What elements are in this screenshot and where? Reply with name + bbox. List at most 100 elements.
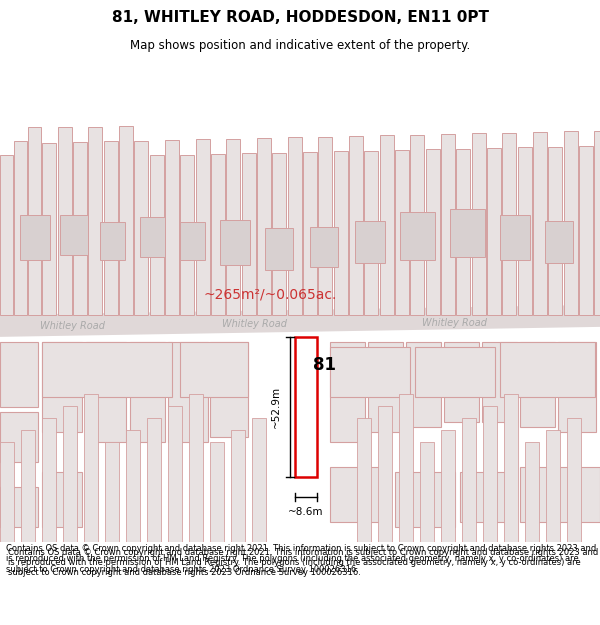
Bar (444, 342, 479, 422)
Bar (211, 154, 225, 315)
Bar (252, 418, 266, 542)
Bar (0, 487, 38, 527)
Bar (295, 337, 317, 477)
Bar (334, 151, 348, 315)
Bar (460, 472, 515, 522)
Bar (180, 222, 205, 260)
Bar (130, 342, 165, 442)
Bar (42, 418, 56, 542)
Bar (518, 147, 532, 315)
Bar (564, 131, 578, 315)
Text: Contains OS data © Crown copyright and database right 2021. This information is : Contains OS data © Crown copyright and d… (8, 548, 598, 578)
Bar (265, 228, 293, 270)
Bar (220, 220, 250, 265)
Bar (196, 139, 210, 315)
Bar (189, 394, 203, 542)
Bar (28, 127, 41, 315)
Bar (545, 221, 573, 263)
Bar (134, 141, 148, 315)
Text: ~52.9m: ~52.9m (271, 386, 281, 428)
Bar (0, 342, 38, 407)
Bar (150, 155, 164, 315)
Bar (84, 394, 98, 542)
Bar (303, 152, 317, 315)
Bar (86, 342, 126, 442)
Bar (288, 137, 302, 315)
Bar (165, 140, 179, 315)
Text: Whitley Road: Whitley Road (40, 321, 104, 331)
Bar (472, 133, 486, 315)
Bar (100, 222, 125, 260)
Bar (310, 227, 338, 267)
Bar (502, 133, 516, 315)
Bar (147, 418, 161, 542)
Bar (579, 146, 593, 315)
Bar (231, 430, 245, 542)
Bar (399, 394, 413, 542)
Bar (456, 149, 470, 315)
Bar (355, 221, 385, 263)
Text: Whitley Road: Whitley Road (223, 319, 287, 329)
Text: Contains OS data © Crown copyright and database right 2021. This information is : Contains OS data © Crown copyright and d… (6, 544, 596, 574)
Bar (462, 418, 476, 542)
Bar (573, 467, 600, 522)
Bar (395, 472, 455, 527)
Bar (14, 141, 27, 315)
Bar (42, 342, 82, 432)
Bar (0, 155, 13, 315)
Bar (487, 148, 501, 315)
Bar (0, 442, 14, 542)
Bar (364, 151, 378, 315)
Bar (42, 472, 82, 527)
Bar (21, 430, 35, 542)
Bar (400, 212, 435, 260)
Bar (546, 430, 560, 542)
Bar (0, 412, 38, 462)
Bar (126, 430, 140, 542)
Text: ~265m²/~0.065ac.: ~265m²/~0.065ac. (203, 288, 337, 302)
Bar (168, 406, 182, 542)
Bar (105, 442, 119, 542)
Bar (88, 127, 102, 315)
Polygon shape (0, 305, 600, 337)
Bar (140, 217, 165, 257)
Text: ~8.6m: ~8.6m (288, 507, 324, 517)
Bar (63, 406, 77, 542)
Bar (257, 138, 271, 315)
Bar (119, 126, 133, 315)
Bar (242, 153, 256, 315)
Bar (58, 127, 72, 315)
Bar (520, 342, 555, 427)
Bar (380, 135, 394, 315)
Bar (180, 155, 194, 315)
Bar (330, 342, 365, 442)
Bar (426, 149, 440, 315)
Bar (42, 342, 172, 397)
Bar (20, 215, 50, 260)
Bar (533, 132, 547, 315)
Bar (210, 442, 224, 542)
Bar (420, 442, 434, 542)
Bar (406, 342, 441, 427)
Bar (504, 394, 518, 542)
Bar (378, 406, 392, 542)
Bar (500, 342, 595, 397)
Bar (525, 442, 539, 542)
Bar (210, 342, 248, 437)
Bar (168, 342, 208, 442)
Text: 81, WHITLEY ROAD, HODDESDON, EN11 0PT: 81, WHITLEY ROAD, HODDESDON, EN11 0PT (112, 11, 488, 26)
Bar (60, 215, 88, 255)
Bar (441, 430, 455, 542)
Bar (415, 347, 495, 397)
Bar (357, 418, 371, 542)
Bar (318, 137, 332, 315)
Bar (548, 147, 562, 315)
Text: Map shows position and indicative extent of the property.: Map shows position and indicative extent… (130, 39, 470, 51)
Text: Whitley Road: Whitley Road (422, 318, 487, 328)
Bar (594, 131, 600, 315)
Bar (226, 139, 240, 315)
Bar (483, 406, 497, 542)
Bar (272, 153, 286, 315)
Bar (482, 342, 517, 422)
Bar (520, 467, 570, 522)
